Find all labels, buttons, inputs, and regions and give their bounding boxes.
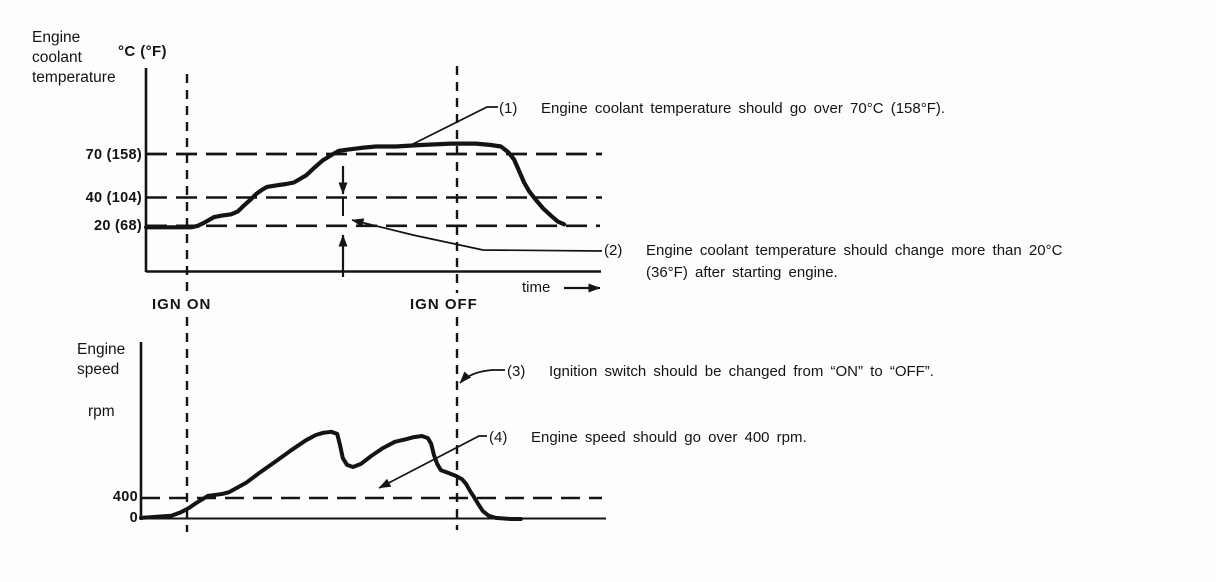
- ign-off-label: IGN OFF: [410, 296, 478, 313]
- annotation-4-text: Engine speed should go over 400 rpm.: [531, 429, 807, 446]
- leader-2: [351, 218, 603, 252]
- annotation-3: (3) Ignition switch should be changed fr…: [507, 361, 989, 383]
- annotation-3-number: (3): [507, 363, 526, 380]
- ytick-40: 40 (104): [85, 190, 142, 206]
- annotation-2: (2) Engine coolant temperature should ch…: [604, 240, 1096, 284]
- coolant-axis-title: Engine coolant temperature: [32, 29, 116, 86]
- ytick-0: 0: [129, 510, 138, 526]
- ign-on-label: IGN ON: [152, 296, 212, 313]
- ytick-400: 400: [112, 489, 138, 505]
- speed-curve: [139, 429, 523, 521]
- speed-unit-label: rpm: [88, 403, 115, 420]
- time-label: time: [522, 279, 551, 296]
- leader-3: [459, 369, 505, 384]
- annotation-4-number: (4): [489, 429, 508, 446]
- annotation-4: (4) Engine speed should go over 400 rpm.: [489, 427, 871, 449]
- ytick-70: 70 (158): [85, 147, 142, 163]
- leader-4: [378, 435, 487, 489]
- annotation-3-text: Ignition switch should be changed from “…: [549, 363, 934, 380]
- coolant-temp-curve: [143, 141, 567, 230]
- leader-1: [408, 106, 498, 147]
- speed-axis-title: Engine speed: [77, 341, 126, 378]
- annotation-2-number: (2): [604, 242, 623, 259]
- annotation-2-text: Engine coolant temperature should change…: [646, 242, 1063, 281]
- coolant-unit-label: °C (°F): [118, 43, 167, 60]
- annotation-1: (1) Engine coolant temperature should go…: [499, 98, 1161, 120]
- annotation-1-number: (1): [499, 100, 518, 117]
- ytick-20: 20 (68): [93, 218, 142, 234]
- annotation-1-text: Engine coolant temperature should go ove…: [541, 100, 946, 117]
